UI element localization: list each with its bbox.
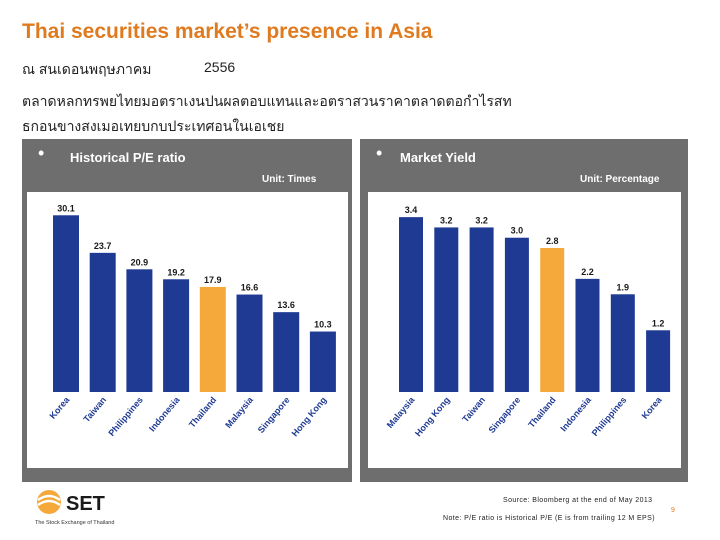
bar-singapore [504, 237, 529, 392]
bar-singapore [273, 312, 300, 392]
category-label-singapore: Singapore [256, 395, 292, 435]
category-label-korea: Korea [47, 394, 72, 421]
data-label-singapore: 3.0 [511, 226, 524, 236]
bar-indonesia [163, 279, 190, 392]
category-label-indonesia: Indonesia [558, 394, 593, 433]
bar-indonesia [575, 278, 600, 392]
data-label-hong-kong: 3.2 [440, 215, 453, 225]
category-label-malaysia: Malaysia [223, 394, 255, 430]
data-label-taiwan: 23.7 [94, 241, 112, 251]
bar-taiwan [469, 227, 494, 392]
yield-unit-label: Unit: Percentage [580, 174, 660, 185]
market-yield-chart: 3.4 Malaysia 3.2 Hong Kong 3.2 Taiwan 3.0 Singa… [385, 205, 671, 439]
category-label-thailand: Thailand [187, 395, 218, 430]
bullet-icon: • [38, 143, 45, 163]
subtitle-line3: ธกอนขางสงเมอเทยบกบประเทศอนในเอเชย [22, 118, 285, 134]
data-label-korea: 30.1 [57, 203, 75, 213]
bullet-icon: • [376, 143, 383, 163]
bar-hong-kong [309, 331, 336, 392]
logo-tagline: The Stock Exchange of Thailand [35, 520, 114, 526]
data-label-indonesia: 19.2 [167, 267, 185, 277]
category-label-indonesia: Indonesia [147, 394, 182, 433]
category-label-philippines: Philippines [106, 395, 145, 438]
yield-panel-title: Market Yield [400, 150, 476, 165]
logo-text: SET [66, 493, 105, 515]
data-label-thailand: 2.8 [546, 236, 559, 246]
data-label-taiwan: 3.2 [475, 215, 488, 225]
data-label-philippines: 1.9 [617, 282, 630, 292]
category-label-taiwan: Taiwan [81, 395, 108, 424]
source-note: Source: Bloomberg at the end of May 2013 [503, 497, 653, 504]
bar-hong-kong [434, 227, 459, 392]
data-label-thailand: 17.9 [204, 275, 222, 285]
pe-ratio-chart: 30.1 Korea 23.7 Taiwan 20.9 Philippines 19.2 In… [47, 203, 336, 439]
category-label-hong-kong: Hong Kong [290, 395, 329, 439]
pe-footnote: Note: P/E ratio is Historical P/E (E is … [443, 515, 655, 522]
set-logo-icon: SET The Stock Exchange of Thailand [35, 490, 114, 526]
subtitle-year: 2556 [204, 59, 236, 75]
category-label-malaysia: Malaysia [385, 394, 417, 430]
pe-panel-title: Historical P/E ratio [70, 150, 186, 165]
subtitle-line1: ณ สนเดอนพฤษภาคม [22, 61, 152, 77]
data-label-malaysia: 3.4 [405, 205, 418, 215]
category-label-korea: Korea [640, 394, 665, 421]
bar-thailand [540, 248, 565, 392]
pe-unit-label: Unit: Times [262, 174, 317, 185]
category-label-philippines: Philippines [590, 395, 629, 438]
data-label-singapore: 13.6 [277, 300, 295, 310]
data-label-korea: 1.2 [652, 318, 665, 328]
bar-malaysia [399, 217, 423, 392]
category-label-singapore: Singapore [486, 395, 522, 435]
bar-korea [646, 330, 671, 392]
subtitle-line2: ตลาดหลกทรพยไทยมอตราเงนปนผลตอบแทนและอตราส… [22, 93, 512, 109]
pe-chart-area: 30.1 Korea 23.7 Taiwan 20.9 Philippines 19.2 In… [27, 192, 348, 468]
page-number: 9 [671, 507, 675, 514]
bar-philippines [610, 294, 635, 392]
category-label-hong-kong: Hong Kong [413, 395, 452, 439]
bar-malaysia [236, 294, 263, 392]
category-label-thailand: Thailand [526, 395, 557, 430]
bar-thailand [199, 286, 226, 392]
bar-philippines [126, 269, 153, 392]
data-label-hong-kong: 10.3 [314, 320, 332, 330]
yield-chart-area: 3.4 Malaysia 3.2 Hong Kong 3.2 Taiwan 3.0 Singa… [368, 192, 681, 468]
category-label-taiwan: Taiwan [460, 395, 487, 424]
bar-korea [53, 215, 79, 392]
set-logo: SET The Stock Exchange of Thailand [35, 488, 145, 528]
data-label-malaysia: 16.6 [241, 283, 259, 293]
data-label-indonesia: 2.2 [581, 267, 594, 277]
bar-taiwan [89, 252, 116, 392]
page-title: Thai securities market’s presence in Asi… [22, 20, 433, 43]
data-label-philippines: 20.9 [131, 257, 149, 267]
